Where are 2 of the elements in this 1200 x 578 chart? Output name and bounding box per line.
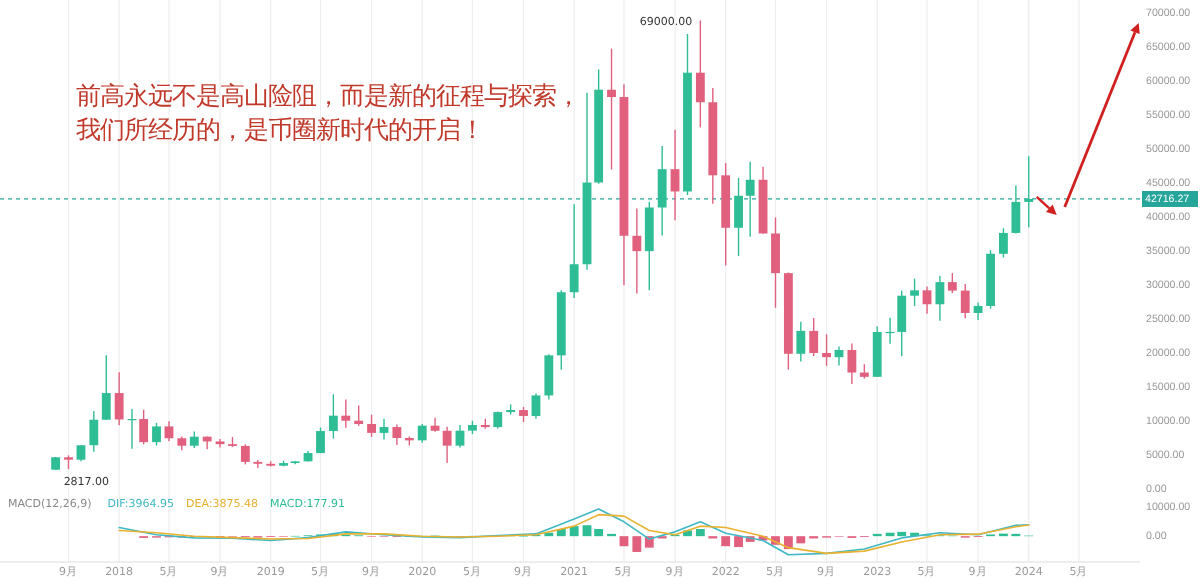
annotation: 前高永远不是高山险阻，而是新的征程与探索， xyxy=(76,82,580,110)
annotation: 我们所经历的，是币圈新时代的开启！ xyxy=(76,116,484,144)
